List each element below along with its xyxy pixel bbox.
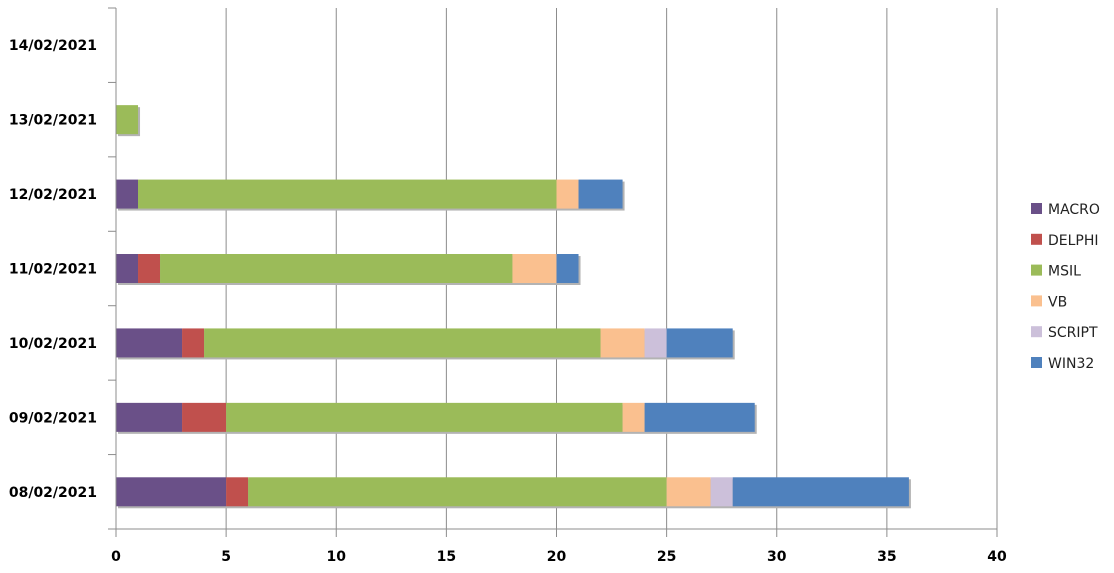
bar-vb-10/02/2021: [600, 328, 645, 358]
x-tick-label-30: 30: [767, 549, 787, 565]
bar-win32-09/02/2021: [644, 402, 755, 432]
y-tick-labels: 08/02/2021 09/02/2021 10/02/2021 11/02/2021…: [9, 38, 97, 501]
bar-win32-10/02/2021: [666, 328, 733, 358]
bar-msil-11/02/2021: [160, 254, 513, 283]
x-tick-labels: 0 5 10 15 20 25 30 35 40: [111, 549, 1007, 565]
bar-win32-12/02/2021: [578, 179, 623, 209]
y-tick-label-12/02/2021: 12/02/2021: [9, 187, 97, 203]
legend-label-msil: MSIL: [1048, 264, 1081, 280]
bar-macro-10/02/2021: [116, 328, 183, 358]
bar-vb-12/02/2021: [556, 179, 579, 209]
legend-label-vb: VB: [1048, 294, 1067, 310]
y-tick-label-08/02/2021: 08/02/2021: [9, 485, 97, 501]
bar-script-08/02/2021: [710, 477, 733, 507]
legend-label-script: SCRIPT: [1048, 325, 1098, 341]
bar-macro-08/02/2021: [116, 477, 227, 507]
bar-vb-09/02/2021: [622, 402, 645, 432]
legend-label-macro: MACRO: [1048, 202, 1100, 218]
x-tick-label-15: 15: [437, 549, 456, 565]
bar-delphi-09/02/2021: [182, 402, 227, 432]
bar-delphi-10/02/2021: [182, 328, 205, 358]
legend: MACRO DELPHI MSIL VB SCRIPT WIN32: [1031, 202, 1100, 372]
y-tick-label-10/02/2021: 10/02/2021: [9, 336, 97, 352]
bar-msil-13/02/2021: [116, 105, 139, 135]
y-tick-label-14/02/2021: 14/02/2021: [9, 38, 97, 54]
legend-swatch-delphi: [1031, 233, 1042, 245]
bar-script-10/02/2021: [644, 328, 667, 358]
x-tick-label-35: 35: [877, 549, 896, 565]
bar-msil-08/02/2021: [248, 477, 667, 507]
y-tick-label-09/02/2021: 09/02/2021: [9, 410, 97, 426]
legend-label-delphi: DELPHI: [1048, 233, 1099, 249]
legend-swatch-vb: [1031, 295, 1042, 307]
legend-swatch-macro: [1031, 203, 1042, 214]
x-tick-label-10: 10: [327, 549, 347, 565]
axes: [108, 7, 998, 537]
bar-vb-08/02/2021: [666, 477, 711, 507]
x-tick-label-25: 25: [657, 549, 676, 565]
bar-macro-11/02/2021: [116, 254, 139, 283]
bar-macro-09/02/2021: [116, 402, 183, 432]
bar-msil-10/02/2021: [204, 328, 601, 358]
x-tick-label-40: 40: [987, 549, 1007, 565]
bars: [116, 105, 911, 509]
bar-msil-09/02/2021: [226, 402, 623, 432]
x-tick-label-5: 5: [221, 549, 231, 565]
bar-win32-08/02/2021: [732, 477, 909, 507]
bar-macro-12/02/2021: [116, 179, 139, 209]
x-tick-label-20: 20: [547, 549, 567, 565]
bar-delphi-11/02/2021: [138, 254, 161, 283]
y-tick-label-11/02/2021: 11/02/2021: [9, 262, 97, 278]
bar-delphi-08/02/2021: [226, 477, 249, 507]
y-tick-label-13/02/2021: 13/02/2021: [9, 113, 97, 129]
bar-win32-11/02/2021: [556, 254, 579, 283]
legend-label-win32: WIN32: [1048, 356, 1094, 372]
legend-swatch-script: [1031, 326, 1042, 338]
legend-swatch-win32: [1031, 357, 1042, 368]
legend-swatch-msil: [1031, 264, 1042, 276]
bar-vb-11/02/2021: [512, 254, 557, 283]
bar-msil-12/02/2021: [138, 179, 557, 209]
x-tick-label-0: 0: [111, 549, 121, 565]
